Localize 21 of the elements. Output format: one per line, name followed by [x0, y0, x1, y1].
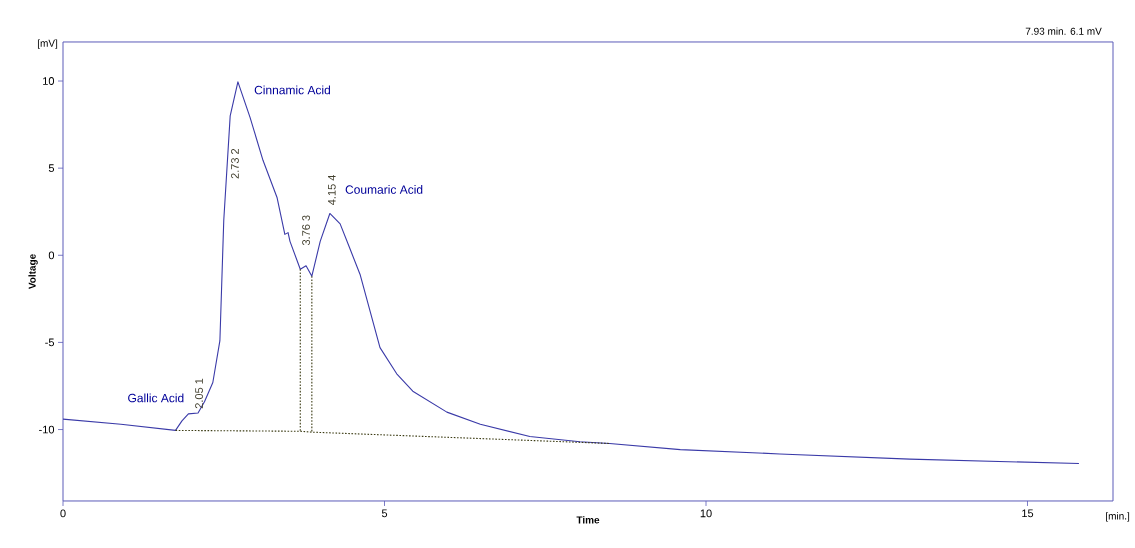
- x-tick-label: 10: [700, 509, 712, 518]
- annotation: Cinnamic Acid: [254, 85, 330, 95]
- text: [mV]: [37, 39, 58, 49]
- y-tick-label: 0: [48, 251, 55, 260]
- x-axis-title: Time: [576, 516, 600, 524]
- y-axis-title: Voltage: [28, 254, 38, 290]
- y-tick-label: -10: [39, 425, 55, 434]
- y-tick-label: -5: [45, 338, 55, 347]
- annotation: Coumaric Acid: [345, 185, 423, 194]
- x-tick-label: 0: [60, 509, 66, 518]
- annotation: 2.05 1: [195, 378, 203, 409]
- text: 7.93 min. 6.1 mV: [1025, 27, 1102, 35]
- y-tick-label: 5: [48, 164, 55, 172]
- annotation: 2.73 2: [231, 148, 239, 179]
- annotation: 4.15 4: [328, 175, 336, 206]
- x-tick-label: 15: [1022, 509, 1034, 518]
- y-tick-label: 10: [43, 77, 55, 85]
- annotation: 3.76 3: [302, 215, 310, 246]
- x-tick-label: 5: [381, 509, 388, 518]
- text: [min.]: [1106, 512, 1130, 522]
- annotation: Gallic Acid: [128, 393, 184, 403]
